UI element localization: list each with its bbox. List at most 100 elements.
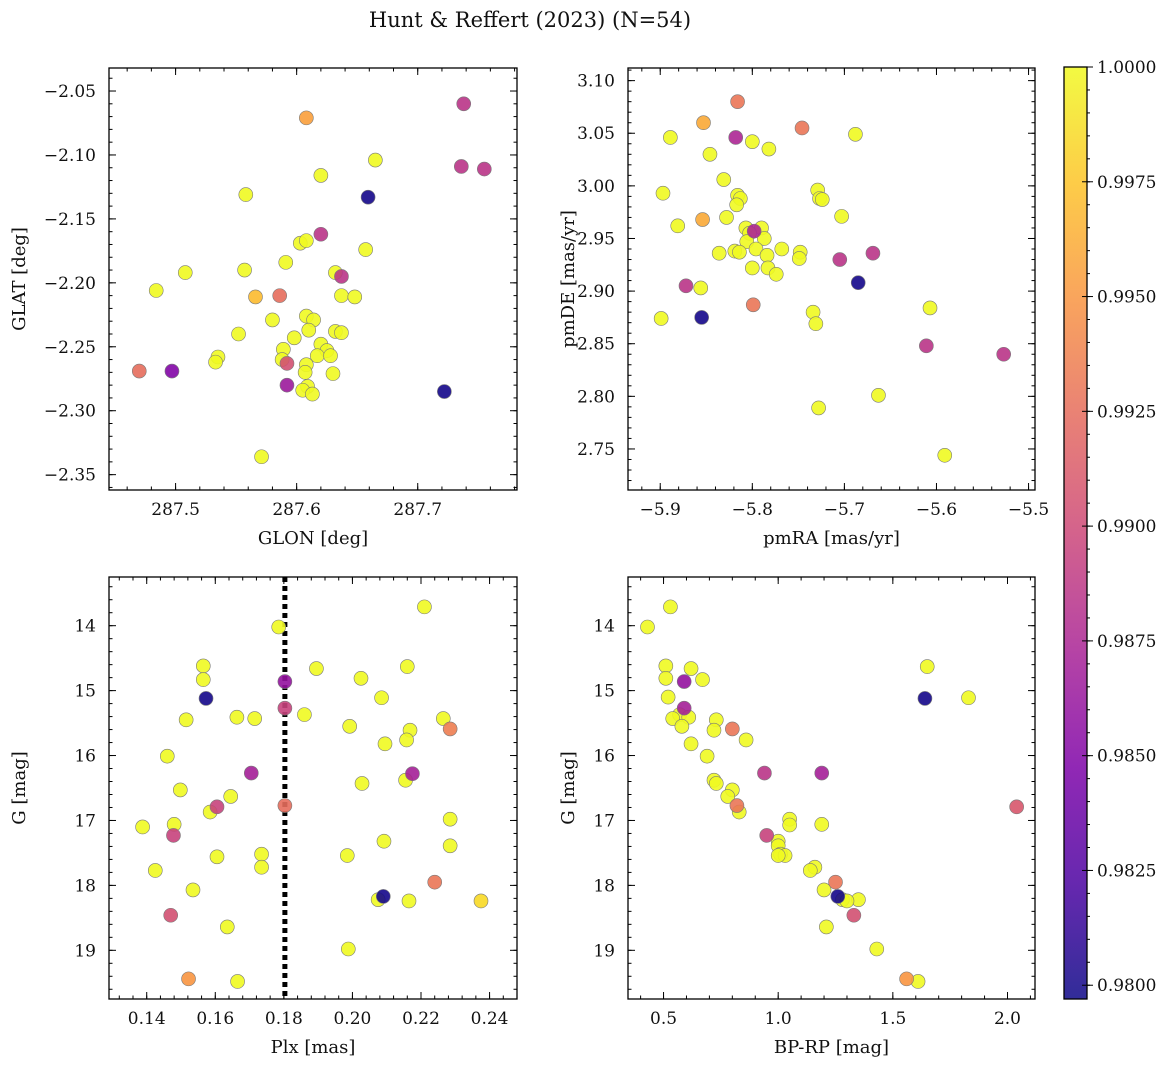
data-point xyxy=(353,670,369,686)
data-point xyxy=(229,709,245,725)
data-point xyxy=(730,94,745,109)
y-tick-label: 16 xyxy=(593,747,615,767)
data-point xyxy=(399,732,414,748)
data-point xyxy=(729,197,744,213)
x-tick-label: −5.6 xyxy=(916,500,957,520)
y-tick-label: 16 xyxy=(74,747,96,767)
x-tick-label: −5.8 xyxy=(732,500,773,520)
data-point xyxy=(782,817,797,833)
data-point xyxy=(899,971,914,987)
data-point xyxy=(759,248,775,263)
data-point xyxy=(271,619,287,635)
data-point xyxy=(456,96,472,112)
x-tick-label: 0.5 xyxy=(650,1009,677,1029)
x-tick-label: 1.0 xyxy=(765,1009,792,1029)
data-point xyxy=(301,322,317,338)
data-point xyxy=(694,310,709,325)
colorbar-gradient xyxy=(1064,67,1087,999)
data-point xyxy=(759,828,775,843)
colorbar-ticks: 0.9800 0.9825 0.9850 0.9875 0.9900 0.9925 0.99… xyxy=(1082,58,1156,996)
x-tick-label: −5.9 xyxy=(640,500,681,520)
colorbar-tick-label: 0.9975 xyxy=(1097,173,1156,193)
x-tick-label: 2.0 xyxy=(994,1009,1021,1029)
data-point xyxy=(732,244,747,260)
data-point xyxy=(405,766,420,782)
data-point xyxy=(297,365,313,380)
data-point xyxy=(748,241,764,257)
data-point xyxy=(846,907,862,923)
data-point xyxy=(791,251,807,266)
data-point xyxy=(658,670,674,686)
colorbar-tick-label: 0.9875 xyxy=(1097,632,1156,652)
data-point xyxy=(272,288,288,303)
data-point xyxy=(702,146,718,162)
data-point xyxy=(417,599,432,615)
colorbar-tick-label: 0.9950 xyxy=(1097,288,1156,308)
data-point xyxy=(725,721,740,737)
data-point xyxy=(695,672,710,687)
data-point xyxy=(802,863,818,878)
data-point xyxy=(376,833,392,849)
y-tick-label: 15 xyxy=(74,682,96,702)
data-point xyxy=(147,863,163,878)
data-point xyxy=(334,325,349,341)
data-point xyxy=(198,691,214,706)
data-point xyxy=(131,363,147,379)
y-tick-label: 14 xyxy=(593,617,615,637)
data-point xyxy=(181,971,196,987)
data-point xyxy=(693,280,709,296)
data-point xyxy=(869,941,885,957)
y-tick-label: 19 xyxy=(593,941,615,961)
data-point xyxy=(917,691,933,706)
data-point xyxy=(305,386,320,402)
data-point xyxy=(834,209,849,224)
axes-frame xyxy=(627,576,1036,1000)
data-point xyxy=(360,189,376,205)
x-tick-label: 0.16 xyxy=(196,1009,234,1029)
data-point xyxy=(358,242,373,257)
colorbar-tick-label: 0.9850 xyxy=(1097,747,1156,767)
data-point xyxy=(811,400,826,416)
data-point xyxy=(828,874,843,890)
data-point xyxy=(299,233,314,248)
data-point xyxy=(719,210,734,225)
x-tick-label: 0.18 xyxy=(265,1009,303,1029)
data-point xyxy=(231,326,246,342)
data-point xyxy=(339,848,355,863)
data-point xyxy=(768,266,784,282)
data-point xyxy=(286,330,302,346)
data-point xyxy=(757,765,772,781)
data-point xyxy=(720,789,736,804)
data-point xyxy=(770,848,786,863)
x-axis-label: BP-RP [mag] xyxy=(774,1037,889,1058)
data-point xyxy=(334,288,349,303)
y-tick-label: 2.85 xyxy=(577,335,615,355)
data-point xyxy=(334,269,349,284)
y-tick-label: 19 xyxy=(74,941,96,961)
data-point xyxy=(832,252,848,267)
data-point xyxy=(816,882,832,898)
data-point xyxy=(745,297,761,313)
data-point xyxy=(277,798,293,813)
data-point xyxy=(814,817,830,832)
data-point xyxy=(435,711,451,726)
data-point xyxy=(745,260,760,276)
x-tick-label: 287.7 xyxy=(393,500,442,520)
colorbar-tick-label: 0.9900 xyxy=(1097,517,1156,537)
colorbar-tick-label: 0.9800 xyxy=(1097,976,1156,996)
data-point xyxy=(299,110,314,126)
data-point xyxy=(427,874,443,890)
data-point xyxy=(653,311,669,326)
data-point xyxy=(660,689,676,705)
x-tick-label: −5.5 xyxy=(1008,500,1049,520)
data-point xyxy=(375,889,391,904)
data-point xyxy=(663,599,678,615)
data-point xyxy=(674,719,690,734)
y-tick-label: 3.10 xyxy=(577,72,615,92)
data-point xyxy=(254,859,269,875)
data-point xyxy=(223,789,239,804)
x-tick-label: −5.7 xyxy=(824,500,865,520)
data-point xyxy=(135,819,150,835)
data-point xyxy=(279,377,295,393)
data-point xyxy=(746,223,762,239)
